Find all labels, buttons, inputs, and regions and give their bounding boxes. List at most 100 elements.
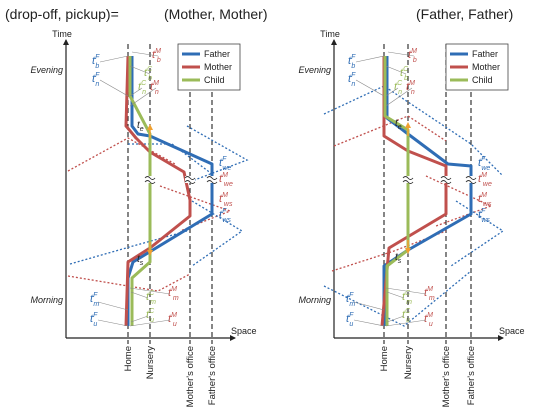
annotation-t-n-M: tM n [406,80,415,96]
annotation-t-n-C: tC n [138,80,147,96]
annotation-leader [129,65,151,75]
father-morning-range [69,230,188,265]
annotation-leader [387,51,415,57]
legend-label-child: Child [472,75,493,85]
legend-label-mother: Mother [472,62,500,72]
annotation-leader [99,55,129,63]
x-axis-arrow [230,335,236,341]
break-mark-gap [466,176,476,183]
home-label: Home [123,346,134,371]
annotation-t-ws-F: tF ws [219,208,231,224]
x-axis-label: Space [231,326,257,336]
annotation-t-n-F: tF n [92,72,100,88]
pickup-time-label: te [395,118,402,131]
annotation-leader [385,87,399,97]
evening-label: Evening [30,65,63,75]
pickup-marker [405,122,411,128]
x-axis-arrow [498,335,504,341]
dropoff-time-label: ts [395,252,402,265]
annotation-t-u-F: tF u [90,312,98,328]
annotation-t-we-M: tM we [478,172,492,188]
annotation-t-ws-M: tM ws [478,192,492,208]
right-case-title: (Father, Father) [416,6,514,22]
annotation-t-u-M: tM u [424,312,433,328]
y-axis-label: Time [320,29,340,39]
mothers-office-label: Mother's office [185,346,196,407]
legend-label-child: Child [204,75,225,85]
annotation-t-ws-M: tM ws [219,192,233,208]
dropoff-marker [147,250,153,256]
annotation-t-we-M: tM we [219,172,233,188]
father-office-evening-range [186,125,249,182]
annotation-t-b-M: tM b [408,48,417,64]
annotation-leader [97,301,129,311]
scenario-label: (drop-off, pickup)= [5,6,119,22]
annotation-t-m-M: tM m [168,286,179,302]
break-mark [144,176,156,184]
morning-label: Morning [30,295,63,305]
legend-label-father: Father [204,49,230,59]
break-mark-lines [144,176,156,184]
mother-path [380,56,448,327]
break-mark [440,176,452,184]
annotation-leader [99,79,129,97]
dropoff-time-label: ts [137,254,144,267]
break-mark-lines [465,176,477,184]
mother-path [124,55,192,327]
annotation-t-m-C: tC m [402,290,412,306]
annotation-t-ws-F: tF ws [478,208,490,224]
pickup-time-label: te [137,120,144,133]
annotation-t-m-F: tF m [90,292,99,308]
annotation-t-b-C: tC b [144,66,153,82]
mother-morning-range [331,230,447,272]
annotation-leader [353,301,385,311]
evening-label: Evening [298,65,331,75]
annotation-t-n-C: tC n [394,80,403,96]
mother-office-range [159,185,232,232]
annotation-t-we-F: tF we [478,156,490,172]
annotation-leader [129,287,171,295]
annotation-leader [385,287,427,295]
annotation-leader [130,315,149,323]
annotation-t-we-F: tF we [219,156,231,172]
break-mark-lines [184,176,196,184]
break-mark-gap [145,176,155,183]
annotation-leader [385,87,413,107]
annotation-t-m-M: tM m [424,286,435,302]
annotation-leader [355,55,385,63]
father-office-range [450,200,505,267]
legend-label-father: Father [472,49,498,59]
father-evening-range [128,143,213,175]
break-mark-lines [206,176,218,184]
annotation-t-n-F: tF n [348,72,356,88]
fathers-office-label: Father's office [466,346,477,405]
y-axis-arrow [331,39,337,45]
annotation-t-b-C: tC b [400,66,409,82]
pickup-marker [147,124,153,130]
annotation-leader [130,291,149,299]
fathers-office-label: Father's office [207,346,218,405]
y-axis-arrow [63,39,69,45]
annotation-leader [355,79,385,97]
annotation-leader [386,291,405,299]
annotation-leader [385,319,427,327]
break-mark-lines [402,176,414,184]
break-mark [465,176,477,184]
mothers-office-label: Mother's office [441,346,452,407]
break-mark-gap [207,176,217,183]
x-axis-label: Space [499,326,525,336]
annotation-t-b-F: tF b [92,54,100,70]
break-mark-lines [440,176,452,184]
nursery-label: Nursery [403,346,414,380]
annotation-leader [353,319,385,327]
annotation-t-m-C: tC m [146,290,156,306]
nursery-label: Nursery [145,346,156,380]
mother-evening-range [67,137,176,172]
left-case-title: (Mother, Mother) [164,6,268,22]
father-evening-range [323,85,504,177]
y-axis-label: Time [52,29,72,39]
annotation-t-u-C: tC u [146,308,155,324]
break-mark-gap [441,176,451,183]
child-path [383,56,410,326]
father-path [126,56,214,326]
